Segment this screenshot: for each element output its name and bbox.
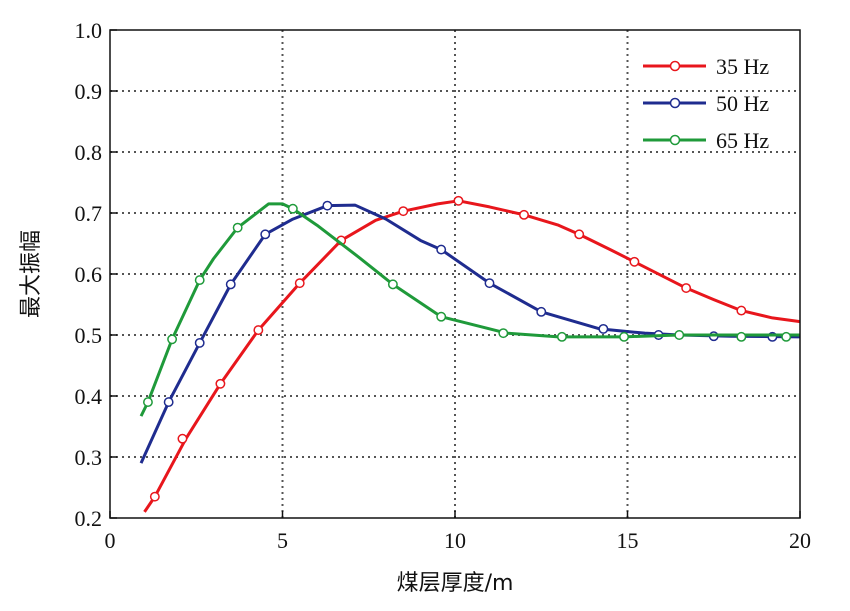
tick-group: 0 5 10 15 20 0.2 0.3 0.4 0.5 0.6 0.7 0.8 0.9 1.0	[75, 18, 812, 553]
grid	[110, 30, 800, 518]
series-0-point-7	[453, 195, 464, 206]
series-0-point-2	[215, 378, 226, 389]
series-2-point-5	[387, 279, 398, 290]
legend-label-1: 50 Hz	[716, 91, 769, 116]
series-0-point-3	[253, 325, 264, 336]
y-axis-title: 最大振幅	[19, 230, 44, 318]
series-1-point-2	[225, 279, 236, 290]
series-1-point-1	[194, 337, 205, 348]
legend-marker-2	[669, 134, 681, 146]
series-1-point-4	[322, 200, 333, 211]
y-tick-label-2: 0.4	[75, 384, 103, 409]
series-group	[139, 195, 801, 513]
series-1-point-0	[163, 397, 174, 408]
x-tick-label-0: 0	[105, 528, 116, 553]
y-tick-label-0: 0.2	[75, 506, 103, 531]
y-tick-label-8: 1.0	[75, 18, 103, 43]
series-0-point-10	[629, 256, 640, 267]
x-tick-label-3: 15	[617, 528, 639, 553]
series-2-point-10	[674, 330, 685, 340]
x-axis-title: 煤层厚度/m	[397, 571, 514, 596]
series-2-point-11	[736, 331, 747, 342]
series-0-point-6	[398, 206, 409, 217]
x-tick-label-4: 20	[789, 528, 811, 553]
y-tick-label-6: 0.8	[75, 140, 103, 165]
series-0-point-9	[574, 229, 585, 240]
y-tick-label-7: 0.9	[75, 79, 103, 104]
series-2-point-0	[143, 397, 153, 408]
x-tick-label-2: 10	[444, 528, 466, 553]
series-1-point-6	[484, 278, 495, 289]
series-0-point-0	[149, 491, 160, 502]
series-2-point-8	[557, 331, 567, 342]
series-0-point-11	[681, 283, 692, 293]
legend-marker-0	[669, 60, 681, 72]
series-2-point-12	[781, 331, 792, 342]
legend-label-2: 65 Hz	[716, 128, 769, 153]
series-0-point-12	[736, 305, 747, 316]
series-0-point-8	[519, 209, 529, 220]
series-2-point-1	[167, 334, 178, 345]
series-line-1	[139, 203, 801, 464]
series-1-point-3	[260, 229, 271, 240]
legend-label-0: 35 Hz	[716, 54, 769, 79]
series-1-point-8	[598, 323, 609, 334]
series-line-2	[139, 202, 800, 417]
series-2-point-4	[287, 203, 298, 214]
series-0-point-1	[177, 433, 188, 444]
series-2-point-3	[232, 222, 243, 233]
legend-marker-1	[669, 97, 681, 109]
series-2-point-2	[194, 275, 205, 286]
series-0-point-4	[294, 278, 305, 289]
legend: 35 Hz 50 Hz 65 Hz	[643, 54, 769, 153]
series-1-point-5	[436, 244, 447, 255]
series-line-0	[143, 199, 801, 513]
series-1-point-7	[536, 306, 547, 317]
y-tick-label-4: 0.6	[75, 262, 103, 287]
y-tick-label-1: 0.3	[75, 445, 103, 470]
x-tick-label-1: 5	[277, 528, 288, 553]
series-2-point-7	[498, 328, 509, 339]
series-2-point-9	[619, 331, 629, 342]
y-tick-label-3: 0.5	[75, 323, 103, 348]
y-tick-label-5: 0.7	[75, 201, 103, 226]
series-2-point-6	[436, 311, 447, 322]
